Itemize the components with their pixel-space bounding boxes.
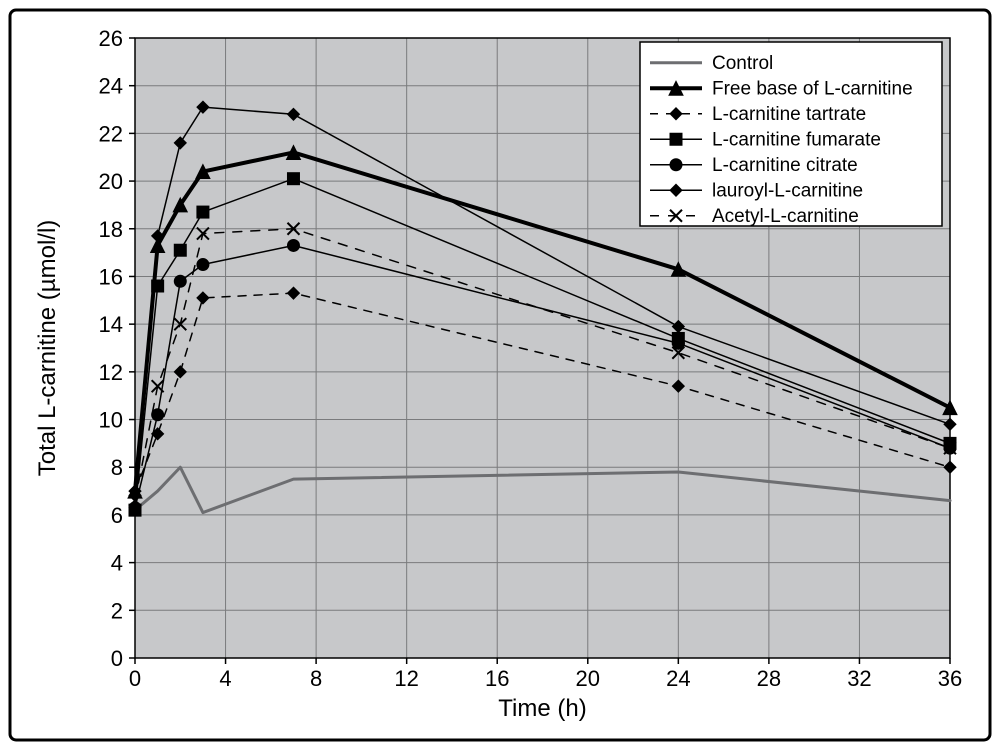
ytick-label: 8 — [111, 455, 123, 480]
legend-label: Acetyl-L-carnitine — [712, 206, 859, 227]
xtick-label: 0 — [129, 666, 141, 691]
line-chart: 0481216202428323602468101214161820222426… — [0, 0, 1000, 750]
xtick-label: 24 — [666, 666, 690, 691]
xtick-label: 8 — [310, 666, 322, 691]
xtick-label: 32 — [847, 666, 871, 691]
ytick-label: 2 — [111, 598, 123, 623]
legend-label: lauroyl-L-carnitine — [712, 180, 863, 201]
ytick-label: 24 — [99, 74, 123, 99]
ytick-label: 18 — [99, 217, 123, 242]
xtick-label: 20 — [576, 666, 600, 691]
ytick-label: 4 — [111, 551, 123, 576]
xtick-label: 28 — [757, 666, 781, 691]
ytick-label: 20 — [99, 169, 123, 194]
xtick-label: 16 — [485, 666, 509, 691]
legend-label: Control — [712, 53, 773, 74]
ytick-label: 12 — [99, 360, 123, 385]
xtick-label: 36 — [938, 666, 962, 691]
ytick-label: 6 — [111, 503, 123, 528]
ytick-label: 14 — [99, 312, 123, 337]
x-axis-label: Time (h) — [498, 695, 586, 722]
y-axis-label: Total L-carnitine (µmol/l) — [34, 220, 61, 477]
chart-container: 0481216202428323602468101214161820222426… — [0, 0, 1000, 750]
ytick-label: 22 — [99, 121, 123, 146]
legend-label: Free base of L-carnitine — [712, 78, 913, 99]
ytick-label: 10 — [99, 408, 123, 433]
ytick-label: 0 — [111, 646, 123, 671]
legend: Control Free base of L-carnitine L-carniti… — [640, 42, 942, 227]
xtick-label: 4 — [219, 666, 231, 691]
legend-label: L-carnitine tartrate — [712, 104, 866, 125]
legend-label: L-carnitine fumarate — [712, 129, 881, 150]
legend-label: L-carnitine citrate — [712, 155, 858, 176]
ytick-label: 16 — [99, 264, 123, 289]
ytick-label: 26 — [99, 26, 123, 51]
xtick-label: 12 — [394, 666, 418, 691]
